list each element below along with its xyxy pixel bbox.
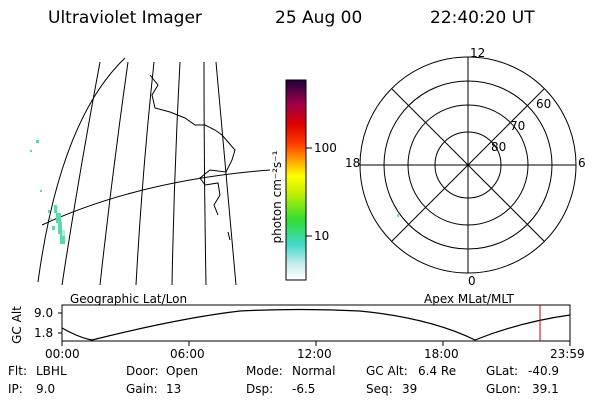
glon-value: 39.1 <box>532 382 559 396</box>
glat-value: -40.9 <box>528 364 560 378</box>
apex-panel-label: Apex MLat/MLT <box>424 292 514 306</box>
ip-label: IP: <box>8 382 23 396</box>
gcalt-label: GC Alt: <box>366 364 408 378</box>
filter-value: LBHL <box>36 364 67 378</box>
glon-label: GLon: <box>486 382 521 396</box>
altitude-ytick-low: 1.8 <box>34 326 54 340</box>
altitude-xtick-1: 06:00 <box>170 347 205 361</box>
mode-label: Mode: <box>246 364 283 378</box>
instrument-title: Ultraviolet Imager <box>48 8 202 28</box>
observation-time: 22:40:20 UT <box>430 8 535 28</box>
altitude-ylabel: GC Alt <box>10 306 24 344</box>
glat-label: GLat: <box>486 364 519 378</box>
altitude-ytick-high: 9.0 <box>34 306 54 320</box>
door-label: Door: <box>126 364 159 378</box>
door-value: Open <box>166 364 199 378</box>
altitude-xtick-3: 18:00 <box>424 347 459 361</box>
colorbar-tick-100: 100 <box>314 141 337 155</box>
geo-panel-label: Geographic Lat/Lon <box>70 292 188 306</box>
mode-value: Normal <box>292 364 336 378</box>
ip-value: 9.0 <box>36 382 56 396</box>
gain-label: Gain: <box>126 382 158 396</box>
polar-ring-60: 60 <box>536 97 552 111</box>
filter-label: Flt: <box>8 364 27 378</box>
polar-ring-80: 80 <box>491 140 507 154</box>
observation-date: 25 Aug 00 <box>275 8 363 28</box>
colorbar-tick-10: 10 <box>314 229 330 243</box>
gain-value: 13 <box>166 382 182 396</box>
polar-label-right: 6 <box>578 156 586 170</box>
polar-label-left: 18 <box>345 156 361 170</box>
polar-label-top: 12 <box>470 46 486 60</box>
polar-label-bottom: 0 <box>468 274 476 288</box>
seq-value: 39 <box>402 382 418 396</box>
altitude-xtick-4: 23:59 <box>550 347 585 361</box>
altitude-xtick-0: 00:00 <box>45 347 80 361</box>
dsp-value: -6.5 <box>292 382 316 396</box>
polar-ring-70: 70 <box>510 119 526 133</box>
altitude-xtick-2: 12:00 <box>297 347 332 361</box>
gcalt-value: 6.4 Re <box>418 364 457 378</box>
dsp-label: Dsp: <box>246 382 274 396</box>
seq-label: Seq: <box>366 382 393 396</box>
